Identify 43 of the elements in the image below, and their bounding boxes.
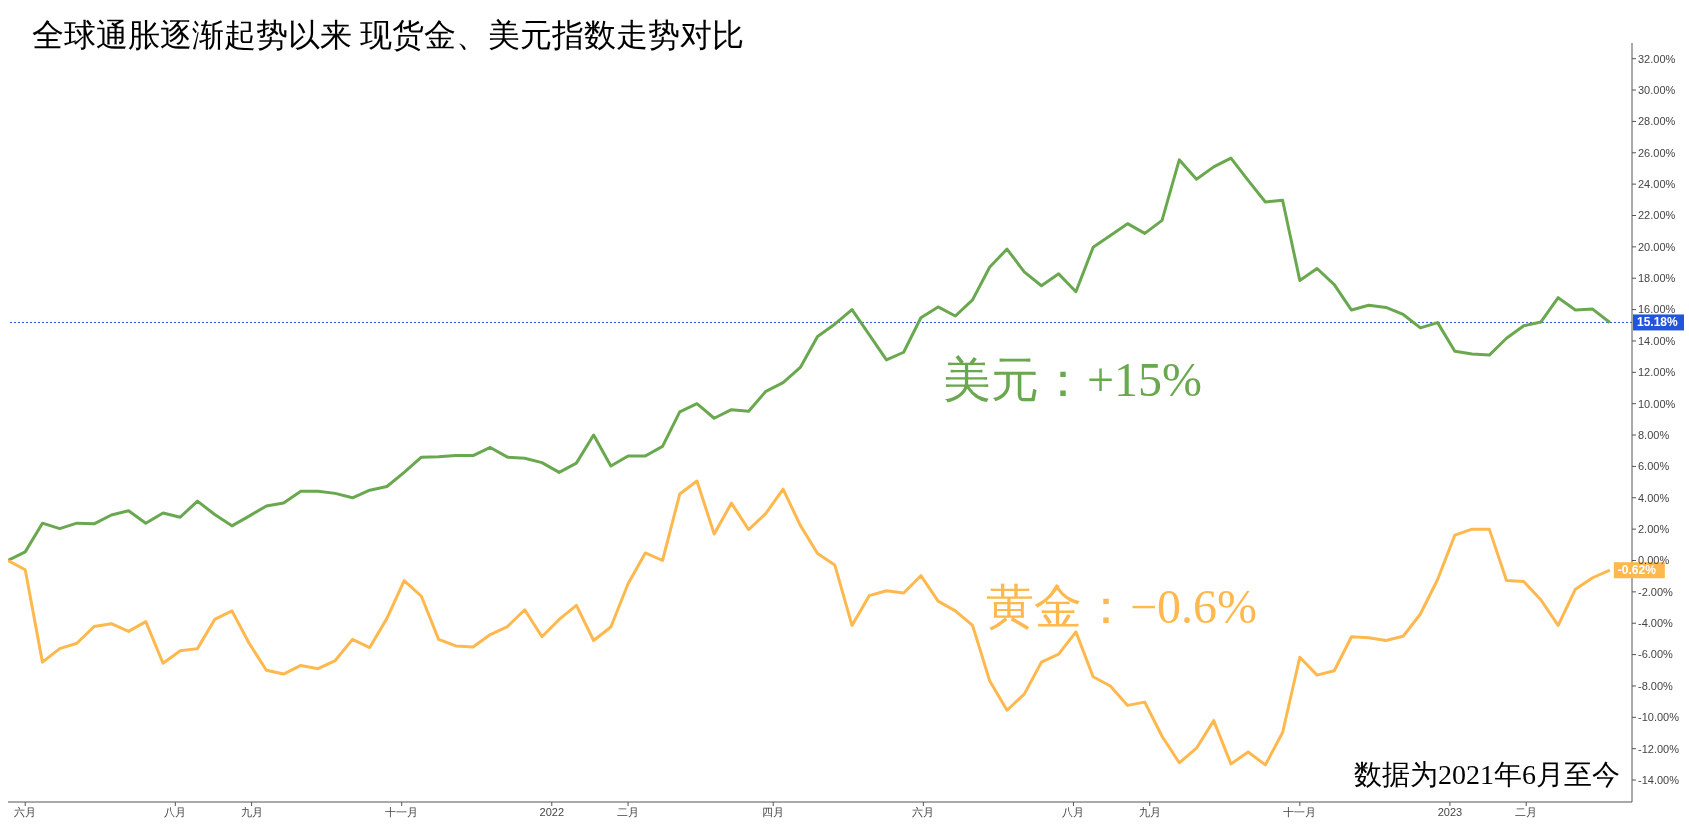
y-tick-label: 22.00% <box>1638 209 1676 222</box>
y-tick-label: 4.00% <box>1638 491 1670 504</box>
x-tick-label: 八月 <box>1062 805 1085 818</box>
y-tick-label: 6.00% <box>1638 460 1670 473</box>
y-tick-label: 28.00% <box>1638 115 1676 128</box>
y-tick-label: -10.00% <box>1638 711 1680 724</box>
y-tick-label: -6.00% <box>1638 648 1674 661</box>
y-tick-label: 32.00% <box>1638 52 1676 65</box>
y-tick-label: -4.00% <box>1638 617 1674 630</box>
y-tick-label: 18.00% <box>1638 272 1676 285</box>
annotation: 黄金：−0.6% <box>986 579 1258 635</box>
x-tick-label: 二月 <box>1515 805 1538 818</box>
y-tick-label: 10.00% <box>1638 397 1676 410</box>
y-tick-label: 20.00% <box>1638 240 1676 253</box>
x-tick-label: 2023 <box>1437 805 1463 818</box>
x-tick-label: 十一月 <box>1283 805 1317 818</box>
line-series <box>8 156 1612 562</box>
x-tick-label: 八月 <box>164 805 187 818</box>
y-tick-label: 2.00% <box>1638 523 1670 536</box>
annotation: 美元：+15% <box>943 352 1203 408</box>
y-tick-label: 8.00% <box>1638 428 1670 441</box>
y-tick-label: 24.00% <box>1638 178 1676 191</box>
y-tick-label: -8.00% <box>1638 679 1674 692</box>
y-tick-label: 16.00% <box>1638 303 1676 316</box>
x-tick-label: 十一月 <box>385 805 419 818</box>
annotation: 数据为2021年6月至今 <box>1354 758 1620 792</box>
ref-line-label: 15.18% <box>1637 315 1679 330</box>
x-tick-label: 2022 <box>539 805 565 818</box>
y-tick-label: 14.00% <box>1638 334 1676 347</box>
y-tick-label: 26.00% <box>1638 146 1676 159</box>
chart-title: 全球通胀逐渐起势以来 现货金、美元指数走势对比 <box>32 16 744 55</box>
x-tick-label: 九月 <box>1138 805 1161 818</box>
y-tick-label: -2.00% <box>1638 585 1674 598</box>
x-tick-label: 九月 <box>240 805 263 818</box>
y-tick-label: 30.00% <box>1638 83 1676 96</box>
y-tick-label: -12.00% <box>1638 742 1680 755</box>
x-tick-label: 二月 <box>617 805 640 818</box>
y-tick-label: 12.00% <box>1638 366 1676 379</box>
x-tick-label: 四月 <box>762 805 785 818</box>
data-label: -0.62% <box>1617 563 1657 578</box>
x-tick-label: 六月 <box>14 805 37 818</box>
x-tick-label: 六月 <box>912 805 935 818</box>
y-tick-label: -14.00% <box>1638 773 1680 786</box>
